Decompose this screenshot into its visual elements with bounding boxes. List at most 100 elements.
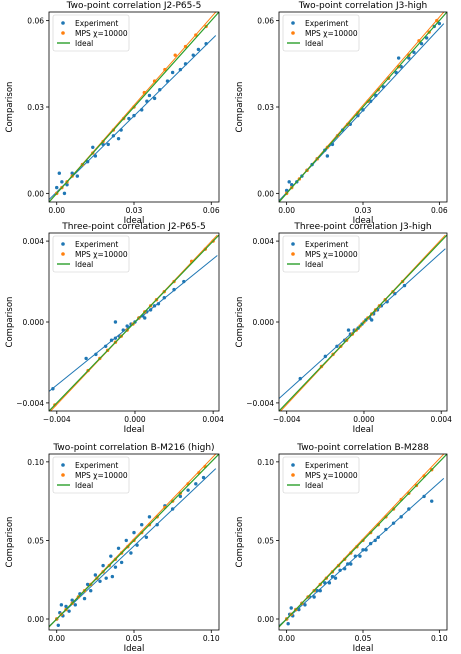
experiment-point (374, 93, 378, 98)
plot-area (279, 12, 447, 202)
experiment-point (396, 56, 401, 60)
experiment-point (143, 316, 147, 320)
x-tick-label: 0.00 (48, 634, 65, 643)
experiment-point (172, 287, 176, 292)
experiment-point (191, 53, 195, 57)
experiment-point (284, 188, 289, 193)
y-tick-label: −0.004 (246, 399, 274, 408)
experiment-point (55, 185, 59, 190)
legend-mps-marker (291, 473, 295, 477)
chart-panel-2: Two-point correlation J3-high 0.00 0.03 0.0… (235, 1, 448, 226)
experiment-point (59, 603, 64, 607)
mps-point (435, 18, 439, 23)
experiment-point (424, 36, 429, 40)
chart-title: Three-point correlation J2-P65-5 (61, 222, 205, 232)
x-tick-label: −0.004 (273, 415, 301, 424)
experiment-fit-line (49, 468, 217, 627)
experiment-point (51, 387, 55, 391)
experiment-point (113, 336, 118, 340)
experiment-point (140, 523, 144, 527)
experiment-point (186, 488, 190, 492)
y-tick-label: 0.05 (257, 536, 274, 545)
experiment-point (170, 507, 175, 511)
chart-panel-1: Two-point correlation J2-P65-5 0.00 0.03 0.… (5, 1, 220, 226)
x-tick-label: 0.00 (48, 206, 65, 215)
experiment-point (437, 21, 442, 26)
plot-area (279, 234, 447, 411)
y-axis-label: Comparison (5, 297, 15, 348)
experiment-point (113, 320, 118, 324)
experiment-point (145, 99, 149, 103)
x-tick-label: 0.05 (126, 634, 143, 643)
experiment-point (312, 595, 316, 599)
experiment-point (315, 589, 319, 593)
experiment-point (358, 554, 362, 558)
x-tick-label: 0.004 (202, 415, 224, 424)
experiment-point (65, 183, 69, 187)
legend-box (52, 14, 130, 52)
experiment-point (144, 535, 149, 539)
experiment-point (60, 180, 64, 184)
x-tick-label: 0.10 (431, 634, 448, 643)
experiment-point (158, 88, 162, 92)
legend-label: Experiment (305, 461, 348, 470)
experiment-point (125, 324, 129, 328)
experiment-point (147, 93, 152, 98)
chart-panel-3: Three-point correlation J2-P65-5 −0.004 0.… (5, 222, 224, 435)
experiment-point (330, 574, 335, 579)
legend-experiment-marker (61, 463, 65, 467)
experiment-point (101, 563, 105, 568)
experiment-point (93, 573, 98, 577)
experiment-point (121, 328, 125, 332)
experiment-point (113, 565, 118, 569)
y-tick-label: 0.06 (257, 17, 274, 26)
legend-label: Experiment (75, 461, 118, 470)
experiment-point (399, 515, 403, 519)
experiment-point (327, 581, 332, 585)
legend-mps-marker (291, 252, 295, 256)
experiment-point (132, 113, 136, 118)
experiment-point (373, 538, 377, 543)
experiment-point (196, 47, 201, 52)
mps-point (163, 67, 167, 72)
mps-point (152, 79, 157, 83)
experiment-point (93, 154, 98, 158)
x-axis-label: Ideal (124, 644, 145, 654)
experiment-point (140, 108, 144, 112)
legend-label: MPS χ=10000 (305, 250, 358, 259)
experiment-point (361, 548, 365, 552)
experiment-point (303, 603, 307, 607)
legend-box (52, 235, 130, 273)
experiment-point (148, 308, 153, 312)
ideal-line (279, 12, 447, 202)
y-axis-label: Comparison (235, 82, 245, 133)
x-axis-label: Ideal (124, 216, 145, 226)
ideal-line (49, 234, 219, 411)
experiment-point (407, 56, 411, 60)
legend-experiment-marker (291, 463, 295, 467)
legend-experiment-marker (61, 242, 65, 246)
experiment-point (109, 554, 113, 558)
experiment-fit-line (49, 35, 217, 200)
y-tick-label: 0.05 (27, 536, 44, 545)
chart-title: Two-point correlation B-M216 (high) (52, 443, 214, 453)
experiment-point (391, 521, 396, 525)
experiment-point (62, 191, 67, 196)
experiment-point (110, 574, 115, 579)
experiment-point (318, 589, 322, 593)
y-tick-label: 0.000 (23, 318, 45, 327)
experiment-point (381, 85, 386, 89)
experiment-point (330, 142, 335, 147)
experiment-point (116, 546, 121, 550)
experiment-point (364, 548, 368, 552)
y-tick-label: −0.004 (16, 399, 44, 408)
experiment-point (135, 543, 139, 547)
x-tick-label: −0.004 (43, 415, 71, 424)
experiment-point (70, 598, 74, 602)
experiment-point (325, 154, 330, 158)
experiment-point (338, 568, 342, 572)
